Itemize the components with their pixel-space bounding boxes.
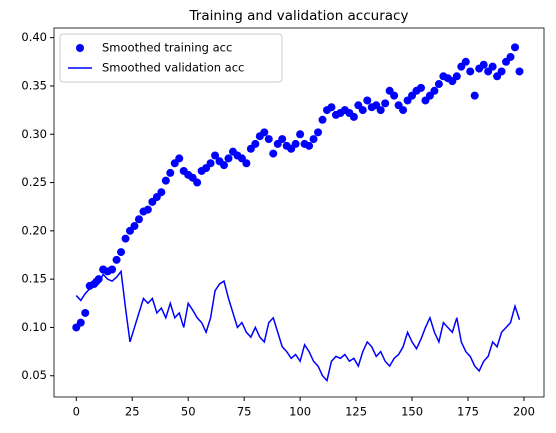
x-tick-label: 125 — [345, 405, 367, 419]
data-point — [434, 80, 443, 89]
x-tick-label: 200 — [513, 405, 535, 419]
x-tick-label: 0 — [73, 405, 80, 419]
data-point — [390, 91, 399, 100]
x-tick-label: 75 — [237, 405, 252, 419]
data-point — [81, 308, 90, 317]
data-point — [264, 135, 273, 144]
legend-label: Smoothed validation acc — [102, 61, 244, 75]
data-point — [327, 103, 336, 112]
data-point — [305, 141, 314, 150]
data-point — [358, 106, 367, 115]
data-point — [515, 67, 524, 76]
data-point — [416, 83, 425, 92]
data-point — [166, 168, 175, 177]
data-point — [108, 265, 117, 274]
data-point — [175, 154, 184, 163]
data-point — [430, 86, 439, 95]
data-point — [157, 188, 166, 197]
data-point — [220, 161, 229, 170]
data-point — [242, 159, 251, 168]
chart-title: Training and validation accuracy — [189, 8, 409, 24]
y-tick-label: 0.05 — [21, 368, 47, 382]
y-tick-label: 0.15 — [21, 272, 47, 286]
data-point — [134, 215, 143, 224]
data-point — [497, 67, 506, 76]
data-point — [278, 135, 287, 144]
data-point — [143, 205, 152, 214]
data-point — [117, 248, 126, 257]
x-tick-label: 50 — [181, 405, 196, 419]
data-point — [376, 106, 385, 115]
data-point — [211, 151, 220, 160]
data-point — [121, 234, 130, 243]
data-point — [193, 178, 202, 187]
data-point — [269, 149, 278, 158]
data-point — [349, 112, 358, 121]
data-point — [296, 130, 305, 139]
data-point — [470, 91, 479, 100]
data-point — [224, 154, 233, 163]
y-tick-label: 0.20 — [21, 223, 47, 237]
data-point — [466, 67, 475, 76]
x-tick-label: 100 — [289, 405, 311, 419]
data-point — [452, 72, 461, 81]
legend-label: Smoothed training acc — [102, 41, 232, 55]
data-point — [130, 222, 139, 231]
legend-marker — [76, 44, 84, 52]
data-point — [251, 139, 260, 148]
data-point — [461, 57, 470, 66]
data-point — [76, 318, 85, 327]
data-point — [363, 96, 372, 105]
data-point — [479, 60, 488, 69]
data-point — [260, 128, 269, 137]
data-point — [314, 128, 323, 137]
data-point — [291, 139, 300, 148]
data-point — [161, 176, 170, 185]
x-tick-label: 25 — [125, 405, 140, 419]
y-tick-label: 0.35 — [21, 78, 47, 92]
y-tick-label: 0.40 — [21, 30, 47, 44]
y-tick-label: 0.10 — [21, 320, 47, 334]
data-point — [488, 62, 497, 71]
data-point — [506, 52, 515, 61]
x-tick-label: 175 — [457, 405, 479, 419]
data-point — [511, 43, 520, 52]
data-line — [75, 269, 521, 383]
data-point — [112, 255, 121, 264]
y-tick-label: 0.30 — [21, 127, 47, 141]
data-point — [206, 159, 215, 168]
data-point — [309, 135, 318, 144]
x-tick-label: 150 — [401, 405, 423, 419]
plot-frame — [53, 27, 545, 398]
legend-box — [59, 33, 283, 83]
data-point — [399, 106, 408, 115]
data-point — [381, 99, 390, 108]
data-point — [318, 115, 327, 124]
y-tick-label: 0.25 — [21, 175, 47, 189]
